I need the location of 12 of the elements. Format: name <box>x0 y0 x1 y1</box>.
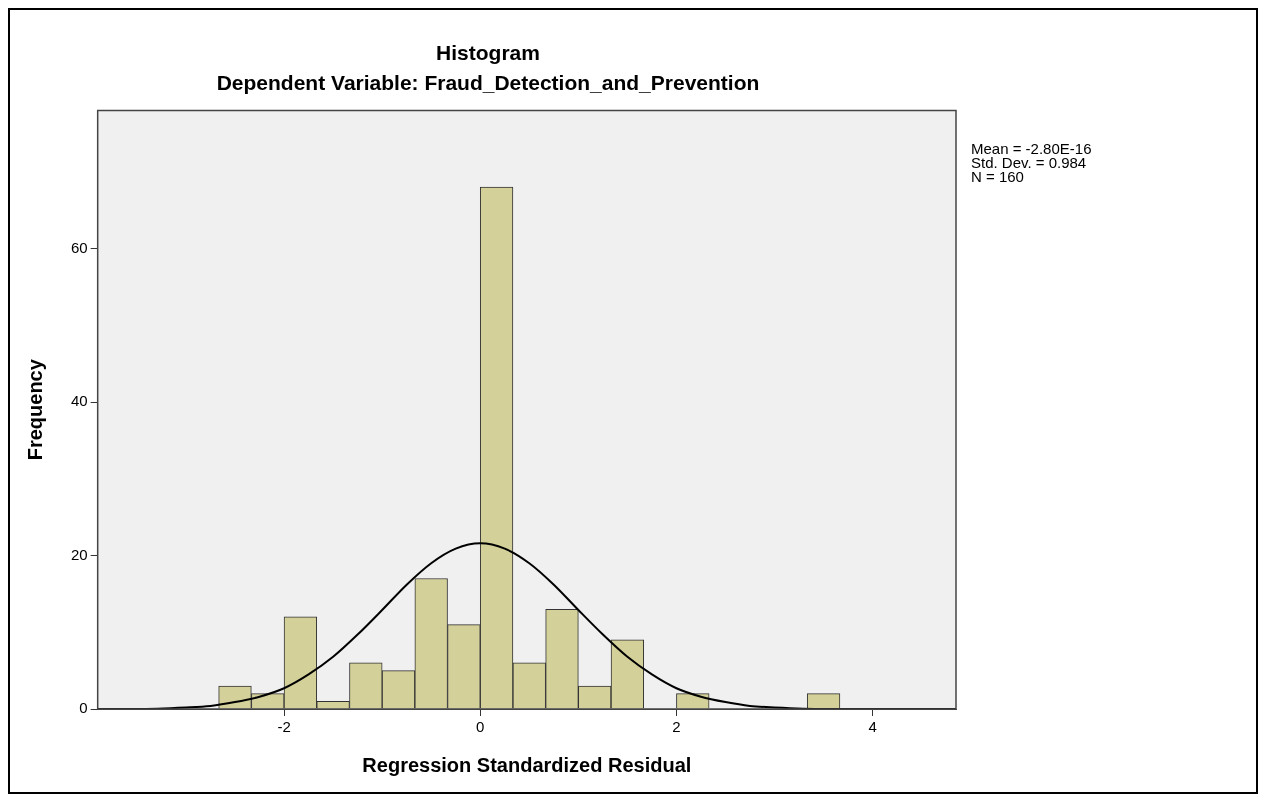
x-tick-label: -2 <box>277 718 291 736</box>
chart-subtitle: Dependent Variable: Fraud_Detection_and_Prevention <box>216 70 760 94</box>
x-tick-label: 2 <box>672 718 681 736</box>
y-tick-label: 40 <box>71 392 88 410</box>
x-axis-title: Regression Standardized Residual <box>362 753 692 776</box>
y-tick-label: 0 <box>79 699 88 717</box>
y-axis-title: Frequency <box>23 358 46 461</box>
chart-title: Histogram <box>436 41 540 65</box>
y-tick-label: 20 <box>71 545 88 563</box>
y-tick-label: 60 <box>71 238 88 256</box>
x-tick-label: 0 <box>476 718 485 736</box>
x-tick-label: 4 <box>868 718 877 736</box>
